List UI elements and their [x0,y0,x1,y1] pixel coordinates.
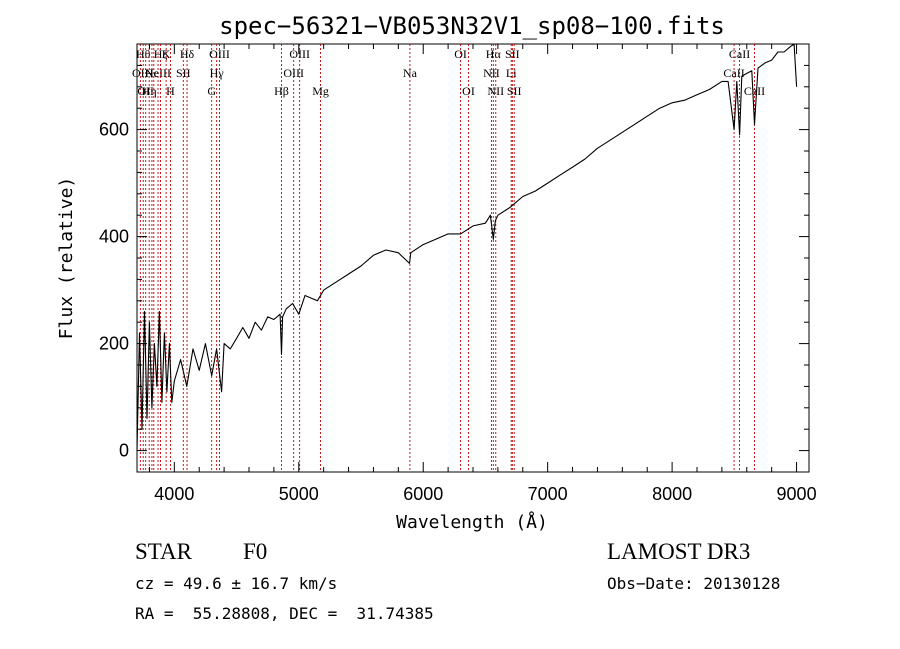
observation-date: Obs−Date: 20130128 [607,574,781,593]
flux-line [136,43,798,451]
x-tick-label: 5000 [279,484,319,504]
plot-frame [136,43,810,473]
y-tick-label: 400 [99,227,129,247]
spectral-line-label: H [166,84,175,98]
spectral-line-label: He [145,66,159,80]
spectral-line-label: Hη [142,84,157,98]
x-tick-label: 9000 [777,484,817,504]
chart-title: spec−56321−VB053N32V1_sp08−100.fits [219,12,725,40]
spectral-line-label: CaII [744,84,765,98]
spectral-line-label: SII [507,84,522,98]
survey-name: LAMOST DR3 [607,539,751,564]
spectral-line-label: Hβ [274,84,289,98]
spectral-line-label: OII [132,66,149,80]
spectral-line-label: Hδ [180,47,195,61]
y-axis-label: Flux (relative) [56,177,77,340]
y-tick-label: 200 [99,334,129,354]
spectral-line-label: NII [487,84,504,98]
x-tick-label: 4000 [154,484,194,504]
spectral-line-label: OIII [283,66,304,80]
spectral-line-label: OII [137,84,154,98]
x-tick-label: 6000 [403,484,443,504]
spectral-line-label: G [207,84,216,98]
y-tick-label: 600 [99,120,129,140]
spectral-line-label: Hθ [136,47,151,61]
coordinates-info: RA = 55.28808, DEC = 31.74385 [135,604,434,623]
spectral-line-label: OI [462,84,475,98]
spectral-line-label: OI [454,47,467,61]
object-class: STAR [135,539,192,564]
object-subclass: F0 [243,539,268,564]
spectral-line-label: Na [403,66,418,80]
x-tick-label: 8000 [652,484,692,504]
axes: 4000 5000 6000 7000 8000 9000 0 200 400 600 [99,43,817,504]
spectral-line-label: SII [176,66,191,80]
x-axis-label: Wavelength (Å) [396,511,548,533]
x-tick-label: 7000 [528,484,568,504]
spectral-line-label: Hγ [210,66,225,80]
spectral-line-label: NeIII [145,66,171,80]
spectral-line-label: OIII [209,47,230,61]
spectral-line-label: Hζ [154,47,168,61]
spectral-line-label: K [162,47,171,61]
spectral-line-label: Mg [312,84,329,98]
spectral-line-label: Hα [486,47,502,61]
redshift-info: cz = 49.6 ± 16.7 km/s [135,574,338,593]
spectral-line-label: Li [506,66,517,80]
spectral-line-label: OIII [289,47,310,61]
y-tick-label: 0 [119,441,129,461]
spectral-line-label: SII [505,47,520,61]
spectral-line-label: NII [483,66,500,80]
spectral-line-label: CaII [729,47,750,61]
spectral-line-markers: OIIHθOIIHηHeNeIIIHζKHSIIHδGHγOIIIHβOIIIO… [132,44,765,472]
flux-series [136,43,798,451]
